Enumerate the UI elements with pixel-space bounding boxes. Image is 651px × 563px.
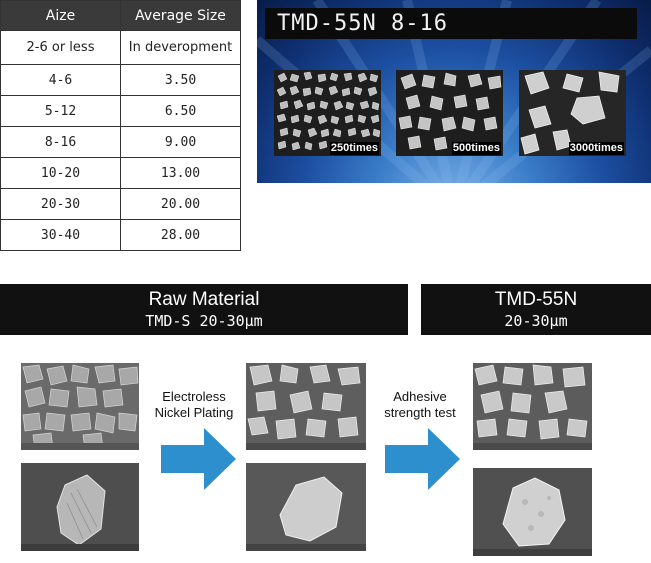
raw-material-single-particle-image <box>21 463 139 551</box>
banner-title: Raw Material <box>148 289 260 310</box>
panel-title: TMD-55N 8-16 <box>265 8 637 39</box>
sem-grains-image <box>396 70 503 156</box>
step-label-line: Nickel Plating <box>154 405 234 420</box>
table-row: 30-40 28.00 <box>0 219 241 251</box>
column-header: Aize <box>0 0 121 31</box>
table-row: 20-30 20.00 <box>0 188 241 220</box>
table-row: 8-16 9.00 <box>0 126 241 158</box>
sem-particle-image <box>246 463 366 551</box>
right-arrow-icon <box>161 428 236 490</box>
column-header: Average Size <box>120 0 241 31</box>
sem-grains-image <box>473 363 592 450</box>
banner-subtitle: 20-30μm <box>504 312 568 330</box>
table-row: 10-20 13.00 <box>0 157 241 189</box>
table-cell: 10-20 <box>0 157 121 189</box>
step-adhesive-test-label: Adhesive strength test <box>372 389 468 421</box>
banner-subtitle: TMD-S 20-30μm <box>145 312 263 330</box>
magnification-label: 500times <box>451 142 501 155</box>
step-label-line: strength test <box>384 405 456 420</box>
product-panel: TMD-55N 8-16 <box>257 0 651 183</box>
sem-grains-image <box>274 70 381 156</box>
sem-particle-image <box>473 468 592 556</box>
step-electroless-plating-label: Electroless Nickel Plating <box>148 389 240 421</box>
plated-grains-image <box>246 363 366 450</box>
sem-grains-image <box>519 70 626 156</box>
table-row: 5-12 6.50 <box>0 95 241 127</box>
table-cell: 8-16 <box>0 126 121 158</box>
micrograph-250x: 250times <box>274 70 381 156</box>
table-cell: 5-12 <box>0 95 121 127</box>
table-cell: 2-6 or less <box>0 30 121 65</box>
table-cell: 9.00 <box>120 126 241 158</box>
plated-single-particle-image <box>246 463 366 551</box>
sem-grains-image <box>246 363 366 450</box>
table-cell: 30-40 <box>0 219 121 251</box>
table-cell: 6.50 <box>120 95 241 127</box>
table-row: 2-6 or less In deveropment <box>0 30 241 65</box>
magnification-label: 250times <box>329 142 379 155</box>
raw-material-grains-image <box>21 363 139 450</box>
table-cell: 20-30 <box>0 188 121 220</box>
product-single-particle-image <box>473 468 592 556</box>
product-grains-image <box>473 363 592 450</box>
table-header-row: Aize Average Size <box>0 0 241 31</box>
table-cell: In deveropment <box>120 30 241 65</box>
sem-particle-image <box>21 463 139 551</box>
size-table: Aize Average Size 2-6 or less In deverop… <box>0 0 241 251</box>
table-cell: 20.00 <box>120 188 241 220</box>
table-cell: 13.00 <box>120 157 241 189</box>
sem-grains-image <box>21 363 139 450</box>
table-row: 4-6 3.50 <box>0 64 241 96</box>
right-arrow-icon <box>385 428 460 490</box>
table-cell: 4-6 <box>0 64 121 96</box>
step-label-line: Adhesive <box>393 389 447 404</box>
banner-title: TMD-55N <box>494 289 578 310</box>
magnification-label: 3000times <box>568 142 624 155</box>
table-cell: 28.00 <box>120 219 241 251</box>
table-cell: 3.50 <box>120 64 241 96</box>
product-banner: TMD-55N 20-30μm <box>421 284 651 335</box>
step-label-line: Electroless <box>162 389 226 404</box>
micrograph-3000x: 3000times <box>519 70 626 156</box>
micrograph-500x: 500times <box>396 70 503 156</box>
raw-material-banner: Raw Material TMD-S 20-30μm <box>0 284 408 335</box>
